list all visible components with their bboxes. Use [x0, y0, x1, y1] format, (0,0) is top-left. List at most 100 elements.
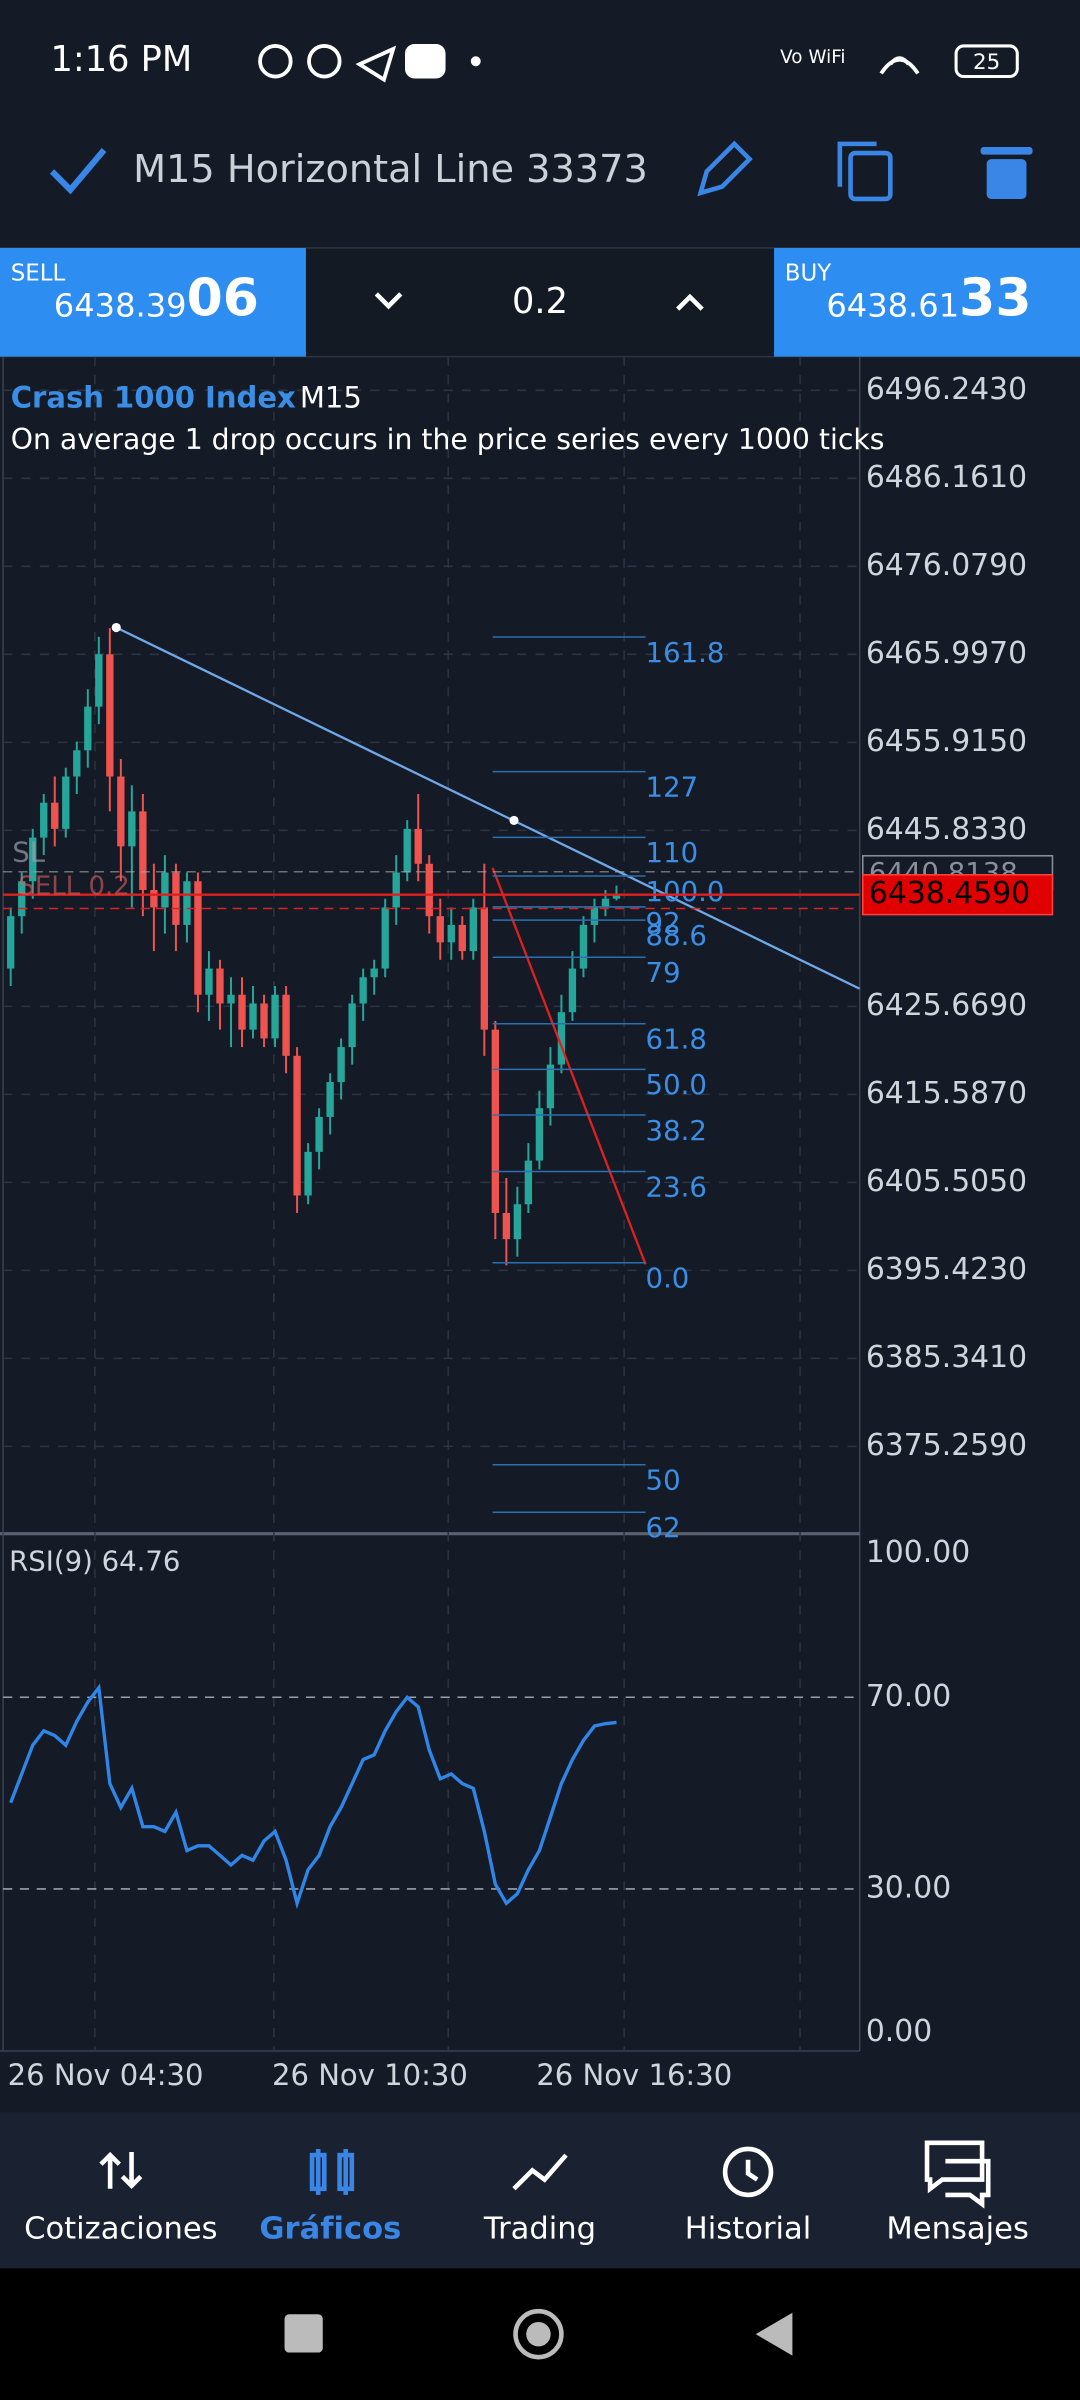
- candle-body: [227, 994, 235, 1004]
- nav-icons: [99, 2140, 991, 2209]
- symbol[interactable]: Crash 1000 Index: [11, 380, 296, 414]
- sell-label: SELL: [11, 260, 66, 286]
- sell-button[interactable]: [0, 247, 306, 357]
- drawings: [111, 622, 860, 1514]
- battery: [954, 44, 1019, 79]
- nav-labels: Cotizaciones Gráficos Trading Historial Mens…: [24, 2212, 1029, 2247]
- candle-body: [260, 1003, 268, 1039]
- fib-label: 127: [646, 771, 699, 803]
- candle-body: [150, 889, 158, 908]
- candle-body: [513, 1204, 522, 1240]
- nav-item[interactable]: Gráficos: [259, 2212, 401, 2247]
- candle-body: [304, 1151, 312, 1196]
- trendline-handle[interactable]: [509, 815, 519, 825]
- candle-body: [502, 1212, 511, 1240]
- rsi-tick-label: 0.00: [866, 2014, 932, 2049]
- candle-body: [172, 872, 180, 925]
- volume-up[interactable]: [676, 293, 704, 311]
- buy-button[interactable]: [774, 247, 1080, 357]
- confirm-button[interactable]: [49, 148, 107, 195]
- copy-button[interactable]: [837, 141, 893, 202]
- rsi-line: [9, 1683, 617, 1910]
- candle-body: [139, 811, 147, 890]
- fibonacci-baseline[interactable]: [491, 867, 647, 1265]
- price-tick-label: 6395.4230: [866, 1252, 1027, 1287]
- candle-body: [524, 1160, 533, 1205]
- time-label: 26 Nov 10:30: [272, 2058, 468, 2092]
- symbol-description: On average 1 drop occurs in the price se…: [11, 423, 885, 456]
- status-time: 1:16 PM: [50, 39, 192, 80]
- fib-label: 79: [646, 957, 681, 989]
- candle-body: [326, 1082, 334, 1117]
- sell-price: 6438.39: [54, 287, 187, 325]
- volume[interactable]: 0.2: [512, 281, 568, 322]
- candle-body: [117, 776, 125, 847]
- candle-body: [95, 654, 103, 707]
- home-button-dot[interactable]: [526, 2321, 551, 2347]
- price-tick-label: 6375.2590: [866, 1428, 1027, 1463]
- grid: [3, 389, 860, 1890]
- rsi-tick-label: 30.00: [866, 1870, 951, 1905]
- price-tick-label: 6496.2430: [866, 372, 1027, 407]
- candle-body: [183, 881, 191, 925]
- candle-body: [40, 802, 48, 838]
- candle-body: [348, 1003, 356, 1048]
- candle-body: [590, 907, 599, 925]
- price-box: [862, 874, 1054, 916]
- nav-item[interactable]: Historial: [685, 2212, 811, 2247]
- price-tick-label: 6385.3410: [866, 1340, 1027, 1375]
- candle-body: [414, 828, 422, 864]
- volume-down[interactable]: [374, 292, 403, 310]
- toolbar-title: M15 Horizontal Line 33373: [133, 147, 648, 192]
- candle-body: [403, 828, 411, 873]
- candle-body: [315, 1116, 323, 1152]
- candle-body: [535, 1108, 544, 1161]
- status-network: Vo WiFi: [780, 47, 845, 68]
- candle-body: [579, 924, 588, 969]
- nav-item[interactable]: Trading: [483, 2212, 596, 2247]
- nav-item[interactable]: Cotizaciones: [24, 2212, 218, 2247]
- symbol-dropdown[interactable]: [281, 393, 291, 402]
- back-button[interactable]: [755, 2312, 793, 2356]
- candle-body: [425, 863, 433, 917]
- time-label: 26 Nov 04:30: [8, 2058, 204, 2092]
- candle-body: [293, 1055, 301, 1196]
- overlay: 6496.2430 6486.1610 6476.0790 6465.9970 6455…: [3, 372, 1054, 2092]
- fib-label: 110: [646, 837, 699, 869]
- price-tick-label: 6476.0790: [866, 548, 1027, 583]
- candle-body: [381, 907, 389, 969]
- delete-button[interactable]: [980, 146, 1033, 199]
- recents-button[interactable]: [284, 2314, 323, 2353]
- vertical-grid: [94, 356, 801, 2052]
- nav-item[interactable]: Mensajes: [886, 2212, 1029, 2247]
- buy-label: BUY: [785, 260, 833, 286]
- home-button[interactable]: [513, 2308, 564, 2360]
- fib-label: 100.0: [646, 876, 725, 908]
- trendline-handle[interactable]: [111, 622, 121, 633]
- candle-body: [161, 872, 169, 908]
- candle-body: [557, 1012, 566, 1065]
- bottom-nav: [0, 2112, 1080, 2269]
- candle-body: [458, 924, 466, 952]
- candle-body: [249, 1003, 257, 1030]
- candle-body: [601, 898, 610, 908]
- candle-body: [73, 750, 81, 777]
- candle-body: [546, 1064, 555, 1109]
- price-tick-label: 6465.9970: [866, 636, 1027, 671]
- candle-body: [7, 916, 15, 969]
- extension-label: 62: [646, 1512, 681, 1544]
- sell-price-big: 06: [187, 269, 259, 329]
- candle-body: [62, 776, 70, 829]
- candle-body: [51, 802, 59, 829]
- price-tick-label: 6405.5050: [866, 1164, 1027, 1199]
- candle-body: [238, 994, 246, 1030]
- candle-body: [84, 706, 92, 751]
- candle-body: [370, 968, 378, 978]
- buy-price-big: 33: [959, 269, 1031, 329]
- price-tick-label: 6455.9150: [866, 724, 1027, 759]
- edit-button[interactable]: [697, 140, 753, 197]
- trendline[interactable]: [115, 626, 860, 990]
- sl-label: SL: [12, 836, 45, 868]
